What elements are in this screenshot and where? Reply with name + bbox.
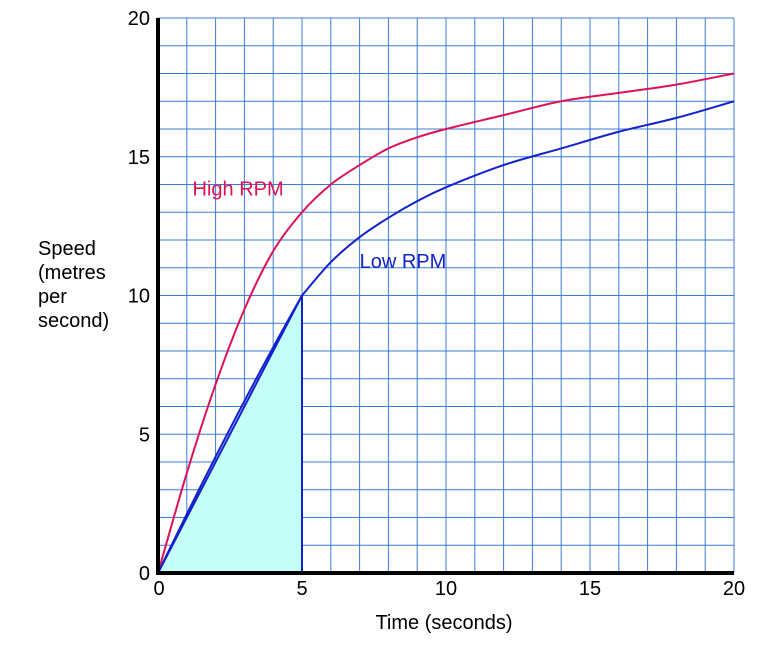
x-axis-title: Time (seconds) (375, 612, 512, 634)
x-tick-label: 15 (579, 578, 601, 600)
x-tick-labels: 0 5 10 15 20 (153, 578, 745, 600)
y-axis-title-line: Speed (38, 238, 96, 260)
x-tick-label: 10 (435, 578, 457, 600)
y-tick-labels: 0 5 10 15 20 (128, 8, 150, 585)
y-axis-title-line: second) (38, 310, 109, 332)
y-axis-title: Speed (metres per second) (38, 238, 111, 332)
y-tick-label: 5 (139, 424, 150, 446)
axes (156, 18, 734, 575)
chord-line (157, 295, 303, 574)
series-labels: High RPM Low RPM (193, 179, 447, 273)
x-tick-label: 5 (296, 578, 307, 600)
y-axis-title-line: per (38, 286, 67, 308)
y-tick-label: 10 (128, 286, 150, 308)
y-tick-label: 20 (128, 8, 150, 30)
series-label: High RPM (193, 179, 284, 201)
series-line-high-rpm (157, 72, 735, 574)
y-axis-title-line: (metres (38, 262, 106, 284)
x-tick-label: 0 (153, 578, 164, 600)
series-label: Low RPM (360, 251, 447, 273)
y-tick-label: 15 (128, 147, 150, 169)
grid (157, 17, 735, 574)
x-tick-label: 20 (723, 578, 745, 600)
series-line-low-rpm (157, 100, 735, 574)
series-lines (157, 72, 735, 574)
y-tick-label: 0 (139, 563, 150, 585)
